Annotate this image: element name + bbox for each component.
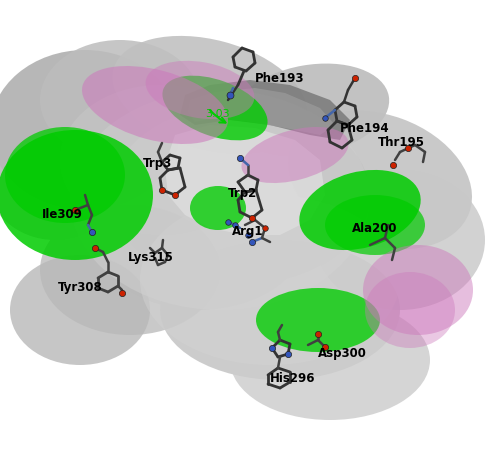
Ellipse shape — [112, 36, 308, 154]
Ellipse shape — [70, 90, 370, 310]
Ellipse shape — [230, 300, 430, 420]
Polygon shape — [165, 125, 325, 235]
Ellipse shape — [231, 63, 389, 156]
Ellipse shape — [110, 105, 370, 285]
Text: Ala200: Ala200 — [352, 222, 397, 235]
Text: Trp3: Trp3 — [143, 156, 172, 169]
Text: Lys315: Lys315 — [128, 251, 174, 265]
Ellipse shape — [288, 111, 472, 249]
Ellipse shape — [82, 66, 228, 144]
Ellipse shape — [256, 288, 380, 352]
Ellipse shape — [190, 186, 246, 230]
Ellipse shape — [0, 130, 153, 260]
Text: Tyr308: Tyr308 — [58, 280, 103, 294]
Text: Ile309: Ile309 — [42, 208, 83, 222]
Text: Thr195: Thr195 — [378, 136, 425, 149]
Ellipse shape — [242, 127, 348, 183]
Ellipse shape — [140, 195, 400, 365]
Polygon shape — [188, 88, 335, 135]
Text: His296: His296 — [270, 371, 316, 385]
Text: Phe193: Phe193 — [255, 72, 304, 85]
Ellipse shape — [0, 50, 180, 210]
Text: 3.03: 3.03 — [205, 109, 230, 119]
Text: Phe194: Phe194 — [340, 121, 390, 135]
Ellipse shape — [40, 40, 200, 160]
Ellipse shape — [40, 205, 220, 335]
Text: Arg1: Arg1 — [232, 225, 264, 237]
Ellipse shape — [60, 85, 260, 235]
Ellipse shape — [163, 76, 268, 140]
Ellipse shape — [315, 170, 485, 310]
Ellipse shape — [90, 150, 310, 310]
Ellipse shape — [0, 110, 125, 240]
Ellipse shape — [363, 245, 473, 335]
Ellipse shape — [5, 127, 125, 223]
Ellipse shape — [325, 195, 425, 255]
Ellipse shape — [160, 240, 400, 380]
Ellipse shape — [365, 272, 455, 348]
Ellipse shape — [299, 170, 421, 250]
Text: Trp2: Trp2 — [228, 187, 257, 199]
Polygon shape — [180, 80, 350, 140]
Ellipse shape — [10, 255, 150, 365]
Ellipse shape — [146, 61, 254, 119]
Text: Asp300: Asp300 — [318, 347, 367, 361]
